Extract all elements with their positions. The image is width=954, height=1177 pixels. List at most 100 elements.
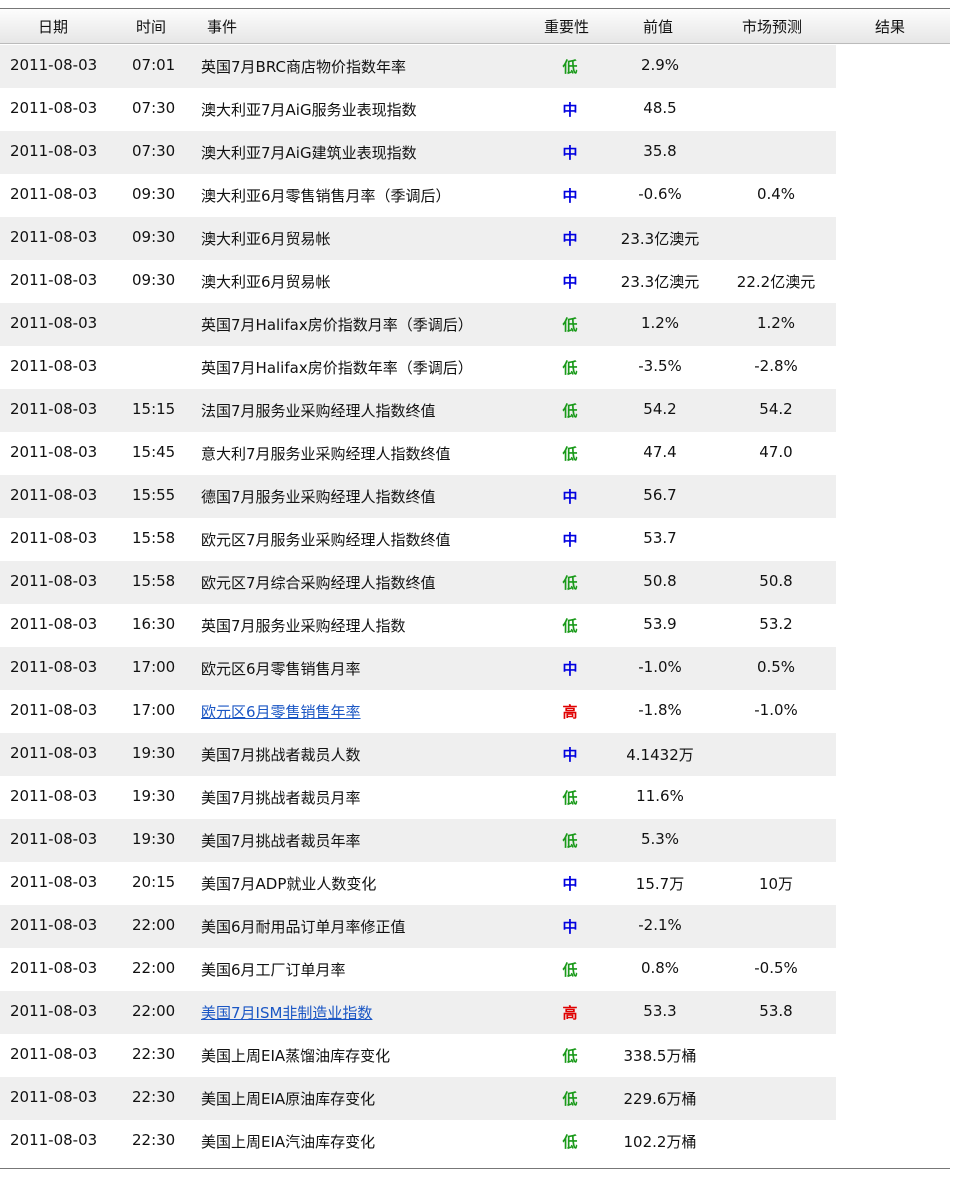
table-row: 2011-08-03 22:30 美国上周EIA汽油库存变化 低 102.2万桶 xyxy=(0,1120,950,1163)
cell-importance: 低 xyxy=(562,316,578,334)
cell-previous: 54.2 xyxy=(643,400,677,418)
header-result: 结果 xyxy=(875,18,906,36)
cell-event: 澳大利亚6月零售销售月率（季调后） xyxy=(201,187,451,205)
table-row: 2011-08-03 20:15 美国7月ADP就业人数变化 中 15.7万 10万 xyxy=(0,862,950,905)
row-background xyxy=(0,1077,836,1120)
table-row: 2011-08-03 15:58 欧元区7月服务业采购经理人指数终值 中 53.7 xyxy=(0,518,950,561)
header-time: 时间 xyxy=(136,18,167,36)
header-date: 日期 xyxy=(38,18,69,36)
cell-previous: 15.7万 xyxy=(635,875,685,893)
cell-previous: 102.2万桶 xyxy=(623,1133,697,1151)
cell-previous: 53.9 xyxy=(643,615,677,633)
cell-date: 2011-08-03 xyxy=(10,873,98,891)
cell-previous: 4.1432万 xyxy=(626,746,694,764)
table-row: 2011-08-03 15:58 欧元区7月综合采购经理人指数终值 低 50.8 50.8 xyxy=(0,561,950,604)
table-row: 2011-08-03 09:30 澳大利亚6月贸易帐 中 23.3亿澳元 xyxy=(0,217,950,260)
cell-importance: 低 xyxy=(562,445,578,463)
cell-date: 2011-08-03 xyxy=(10,916,98,934)
cell-importance: 中 xyxy=(562,187,578,205)
cell-date: 2011-08-03 xyxy=(10,830,98,848)
table-row: 2011-08-03 07:01 英国7月BRC商店物价指数年率 低 2.9% xyxy=(0,45,950,88)
cell-previous: 11.6% xyxy=(636,787,684,805)
cell-date: 2011-08-03 xyxy=(10,1131,98,1149)
cell-date: 2011-08-03 xyxy=(10,56,98,74)
cell-event: 欧元区6月零售销售年率 xyxy=(201,701,361,722)
cell-date: 2011-08-03 xyxy=(10,1002,98,1020)
row-background xyxy=(0,561,836,604)
table-row: 2011-08-03 19:30 美国7月挑战者裁员人数 中 4.1432万 xyxy=(0,733,950,776)
cell-time: 09:30 xyxy=(132,271,176,289)
cell-time: 09:30 xyxy=(132,185,176,203)
cell-event: 德国7月服务业采购经理人指数终值 xyxy=(201,488,436,506)
cell-date: 2011-08-03 xyxy=(10,314,98,332)
cell-event: 美国6月工厂订单月率 xyxy=(201,961,346,979)
cell-date: 2011-08-03 xyxy=(10,357,98,375)
cell-importance: 中 xyxy=(562,875,578,893)
cell-event: 美国6月耐用品订单月率修正值 xyxy=(201,918,406,936)
cell-date: 2011-08-03 xyxy=(10,185,98,203)
cell-forecast: 10万 xyxy=(758,875,794,893)
cell-time: 22:00 xyxy=(132,959,176,977)
header-importance: 重要性 xyxy=(544,18,590,36)
cell-date: 2011-08-03 xyxy=(10,572,98,590)
cell-forecast: 1.2% xyxy=(756,314,796,332)
cell-previous: -1.8% xyxy=(638,701,682,719)
cell-date: 2011-08-03 xyxy=(10,142,98,160)
row-background xyxy=(0,733,836,776)
cell-previous: -1.0% xyxy=(638,658,682,676)
cell-importance: 低 xyxy=(562,1133,578,1151)
cell-event: 英国7月Halifax房价指数月率（季调后） xyxy=(201,316,473,334)
cell-time: 19:30 xyxy=(132,830,176,848)
cell-date: 2011-08-03 xyxy=(10,486,98,504)
calendar-table: 2011-08-03 07:01 英国7月BRC商店物价指数年率低 2.9% 2011-… xyxy=(0,45,950,1163)
cell-previous: 47.4 xyxy=(643,443,677,461)
cell-event: 美国上周EIA原油库存变化 xyxy=(201,1090,376,1108)
cell-previous: 50.8 xyxy=(643,572,677,590)
cell-time: 22:30 xyxy=(132,1045,176,1063)
cell-time: 09:30 xyxy=(132,228,176,246)
table-row: 2011-08-03 15:15 法国7月服务业采购经理人指数终值 低 54.2 54.2 xyxy=(0,389,950,432)
cell-time: 07:30 xyxy=(132,99,176,117)
cell-forecast: 53.8 xyxy=(759,1002,793,1020)
cell-importance: 中 xyxy=(562,746,578,764)
row-background xyxy=(0,131,836,174)
row-background xyxy=(0,217,836,260)
table-row: 2011-08-03 22:00 美国6月耐用品订单月率修正值 中 -2.1% xyxy=(0,905,950,948)
event-link[interactable]: 欧元区6月零售销售年率 xyxy=(201,703,361,721)
table-row: 2011-08-03 07:30 澳大利亚7月AiG建筑业表现指数 中 35.8 xyxy=(0,131,950,174)
cell-event: 美国上周EIA汽油库存变化 xyxy=(201,1133,376,1151)
cell-previous: 0.8% xyxy=(640,959,680,977)
cell-previous: 53.7 xyxy=(643,529,677,547)
cell-time: 19:30 xyxy=(132,787,176,805)
table-row: 2011-08-03 09:30 澳大利亚6月贸易帐 中 23.3亿澳元 22.2亿澳元 xyxy=(0,260,950,303)
cell-date: 2011-08-03 xyxy=(10,615,98,633)
cell-event: 澳大利亚7月AiG服务业表现指数 xyxy=(201,101,417,119)
cell-time: 07:01 xyxy=(132,56,176,74)
cell-previous: 338.5万桶 xyxy=(623,1047,697,1065)
cell-time: 22:00 xyxy=(132,916,176,934)
cell-time: 22:30 xyxy=(132,1131,176,1149)
row-background xyxy=(0,819,836,862)
cell-forecast: 0.5% xyxy=(756,658,796,676)
cell-event: 美国上周EIA蒸馏油库存变化 xyxy=(201,1047,391,1065)
cell-importance: 低 xyxy=(562,1090,578,1108)
cell-date: 2011-08-03 xyxy=(10,1088,98,1106)
event-link[interactable]: 美国7月ISM非制造业指数 xyxy=(201,1004,373,1022)
cell-time: 15:58 xyxy=(132,572,176,590)
table-row: 2011-08-03 22:00 美国7月ISM非制造业指数 高 53.3 53.8 xyxy=(0,991,950,1034)
row-background xyxy=(0,991,836,1034)
table-row: 2011-08-03 17:00 欧元区6月零售销售年率 高 -1.8% -1.0% xyxy=(0,690,950,733)
cell-date: 2011-08-03 xyxy=(10,787,98,805)
cell-time: 16:30 xyxy=(132,615,176,633)
cell-event: 澳大利亚7月AiG建筑业表现指数 xyxy=(201,144,417,162)
cell-importance: 低 xyxy=(562,402,578,420)
cell-previous: 23.3亿澳元 xyxy=(620,273,700,291)
cell-event: 英国7月服务业采购经理人指数 xyxy=(201,617,406,635)
cell-importance: 低 xyxy=(562,359,578,377)
cell-event: 英国7月Halifax房价指数年率（季调后） xyxy=(201,359,473,377)
header-previous: 前值 xyxy=(643,18,674,36)
cell-event: 欧元区6月零售销售月率 xyxy=(201,660,361,678)
cell-time: 22:30 xyxy=(132,1088,176,1106)
cell-importance: 低 xyxy=(562,1047,578,1065)
table-bottom-border xyxy=(0,1168,950,1169)
